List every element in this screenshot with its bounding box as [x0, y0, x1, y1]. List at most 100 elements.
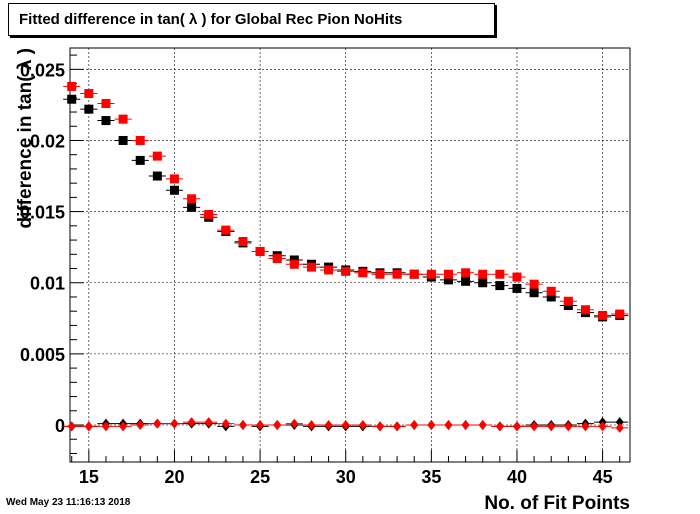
data-point-square — [135, 135, 145, 145]
plot-frame — [69, 47, 631, 463]
data-point-square — [512, 283, 522, 293]
data-point-square — [152, 151, 162, 161]
data-point-square — [67, 81, 77, 91]
data-points — [63, 81, 629, 433]
chart-title: Fitted difference in tan( λ ) for Global… — [19, 11, 403, 28]
x-tick-label: 20 — [164, 467, 184, 487]
data-point-diamond — [67, 421, 76, 432]
data-point-diamond — [238, 420, 247, 431]
data-point-square — [341, 266, 351, 276]
data-point-diamond — [307, 420, 316, 431]
data-point-diamond — [547, 421, 556, 432]
y-tick-label: 0.005 — [20, 345, 65, 365]
data-point-square — [358, 268, 368, 278]
timestamp: Wed May 23 11:16:13 2018 — [6, 497, 131, 508]
data-point-square — [426, 269, 436, 279]
data-point-square — [375, 269, 385, 279]
data-point-square — [238, 236, 248, 246]
data-point-square — [84, 89, 94, 99]
data-point-diamond — [256, 420, 265, 431]
data-point-square — [461, 276, 471, 286]
data-point-diamond — [444, 420, 453, 431]
data-point-square — [478, 278, 488, 288]
data-point-diamond — [119, 421, 128, 432]
data-point-square — [101, 98, 111, 108]
data-point-diamond — [478, 420, 487, 431]
data-point-diamond — [358, 420, 367, 431]
data-point-square — [529, 279, 539, 289]
data-point-diamond — [375, 421, 384, 432]
data-point-square — [118, 114, 128, 124]
y-tick-label: 0.025 — [20, 60, 65, 80]
data-point-diamond — [136, 420, 145, 431]
data-point-diamond — [84, 421, 93, 432]
data-point-diamond — [204, 417, 213, 428]
data-point-diamond — [393, 421, 402, 432]
data-point-square — [255, 246, 265, 256]
x-tick-label: 30 — [336, 467, 356, 487]
data-point-diamond — [581, 421, 590, 432]
data-point-diamond — [153, 418, 162, 429]
data-point-square — [152, 171, 162, 181]
x-tick-label: 25 — [250, 467, 270, 487]
data-point-square — [101, 116, 111, 126]
data-point-square — [392, 269, 402, 279]
data-point-diamond — [410, 420, 419, 431]
data-point-diamond — [512, 421, 521, 432]
data-point-diamond — [170, 418, 179, 429]
data-point-square — [187, 194, 197, 204]
data-point-square — [135, 155, 145, 165]
data-point-square — [289, 259, 299, 269]
data-point-square — [84, 104, 94, 114]
data-point-square — [169, 174, 179, 184]
data-point-square — [409, 269, 419, 279]
y-tick-label: 0.015 — [20, 203, 65, 223]
data-point-diamond — [530, 421, 539, 432]
axis-ticks: 15 20 25 30 35 40 45 0 0.005 0.01 0.015 0.02 0.025 — [20, 54, 621, 487]
data-point-square — [615, 309, 625, 319]
data-point-square — [529, 288, 539, 298]
x-tick-label: 40 — [507, 467, 527, 487]
data-point-square — [461, 268, 471, 278]
data-point-diamond — [615, 422, 624, 433]
data-point-square — [118, 135, 128, 145]
data-point-square — [495, 281, 505, 291]
y-axis-label: difference in tan( λ ) — [15, 48, 36, 229]
data-point-diamond — [427, 420, 436, 431]
data-point-diamond — [341, 420, 350, 431]
data-point-square — [563, 296, 573, 306]
data-point-diamond — [324, 420, 333, 431]
data-point-square — [187, 202, 197, 212]
data-point-square — [443, 275, 453, 285]
data-point-diamond — [495, 421, 504, 432]
data-point-square — [546, 286, 556, 296]
data-point-diamond — [598, 421, 607, 432]
data-point-square — [478, 269, 488, 279]
data-point-square — [306, 262, 316, 272]
data-point-square — [324, 265, 334, 275]
x-tick-label: 35 — [421, 467, 441, 487]
data-point-diamond — [461, 420, 470, 431]
data-point-square — [67, 94, 77, 104]
data-point-diamond — [290, 418, 299, 429]
data-point-diamond — [564, 421, 573, 432]
y-tick-label: 0.01 — [30, 274, 65, 294]
x-axis-label: No. of Fit Points — [484, 493, 630, 514]
data-point-square — [580, 305, 590, 315]
data-point-square — [221, 225, 231, 235]
x-tick-label: 15 — [79, 467, 99, 487]
data-point-square — [495, 269, 505, 279]
data-point-square — [169, 185, 179, 195]
data-point-diamond — [187, 417, 196, 428]
title-box: Fitted difference in tan( λ ) for Global… — [8, 3, 495, 36]
data-point-diamond — [221, 418, 230, 429]
data-point-square — [598, 310, 608, 320]
data-point-square — [512, 272, 522, 282]
grid — [70, 48, 630, 462]
x-tick-label: 45 — [593, 467, 613, 487]
data-point-square — [204, 209, 214, 219]
y-tick-label: 0.02 — [30, 131, 65, 151]
data-point-square — [443, 269, 453, 279]
data-point-square — [546, 292, 556, 302]
